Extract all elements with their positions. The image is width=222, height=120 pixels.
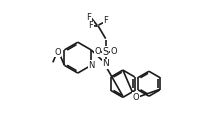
Text: S: S [103, 47, 109, 57]
Text: F: F [103, 16, 108, 25]
Text: O: O [111, 47, 117, 56]
Text: F: F [88, 21, 93, 30]
Text: N: N [88, 61, 94, 70]
Text: O: O [54, 48, 61, 57]
Text: O: O [94, 47, 101, 56]
Text: N: N [102, 59, 109, 68]
Text: F: F [87, 13, 91, 22]
Text: O: O [133, 93, 139, 102]
